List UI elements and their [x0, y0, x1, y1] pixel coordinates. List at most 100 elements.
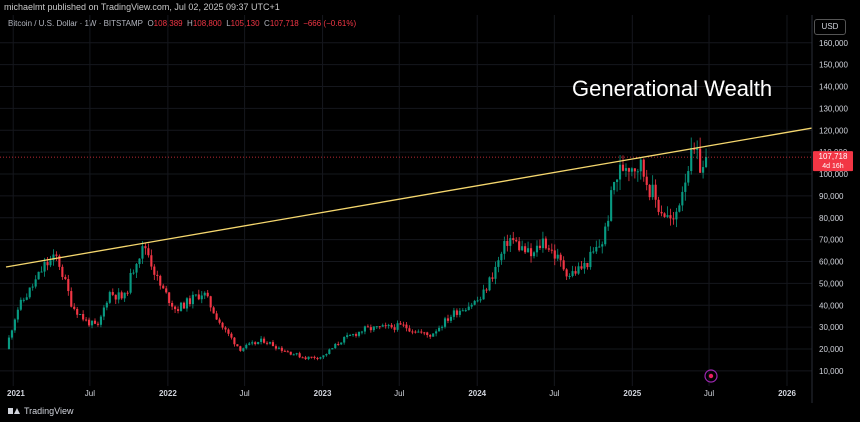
candle-body	[393, 327, 396, 330]
candle-body	[449, 316, 453, 321]
candle-body	[414, 331, 417, 333]
candle-body	[328, 349, 331, 354]
candle-body	[598, 246, 601, 248]
candle-body	[684, 182, 687, 192]
candle-body	[230, 333, 233, 338]
candle-body	[458, 310, 461, 315]
candle-body	[87, 319, 91, 326]
x-tick-label: 2022	[159, 389, 177, 398]
candle-body	[7, 337, 11, 349]
x-tick-label: 2024	[468, 389, 486, 398]
candle-body	[595, 246, 598, 252]
candle-body	[639, 159, 642, 172]
candle-body	[488, 277, 491, 291]
candle-body	[179, 302, 183, 311]
candle-body	[423, 332, 426, 334]
candle-body	[633, 168, 636, 172]
candle-body	[408, 328, 411, 332]
candle-body	[360, 331, 364, 333]
candle-body	[479, 299, 482, 301]
x-tick-label: Jul	[704, 389, 714, 398]
candle-body	[343, 336, 346, 343]
candle-body	[138, 258, 141, 265]
candle-body	[102, 307, 105, 317]
candle-body	[426, 332, 429, 336]
candle-body	[405, 324, 408, 329]
candle-body	[351, 334, 355, 336]
low-label: L	[226, 19, 231, 28]
candle-body	[446, 318, 450, 321]
candle-body	[618, 164, 622, 180]
candle-body	[298, 353, 301, 358]
candle-body	[19, 299, 22, 310]
grid-lines	[0, 15, 812, 386]
publish-bar: michaelmt published on TradingView.com, …	[0, 0, 860, 14]
candle-body	[144, 246, 147, 249]
tradingview-brand: TradingView	[8, 406, 74, 416]
candle-body	[218, 319, 221, 323]
candle-body	[443, 318, 447, 327]
candle-body	[268, 342, 272, 344]
event-marker[interactable]	[704, 369, 718, 383]
candle-body	[22, 299, 25, 301]
candle-body	[663, 213, 666, 217]
candle-body	[420, 331, 423, 333]
candle-body	[254, 342, 257, 345]
candle-body	[553, 250, 556, 259]
candle-body	[473, 300, 476, 305]
chart-annotation[interactable]: Generational Wealth	[572, 76, 773, 101]
candle-body	[577, 266, 580, 274]
y-tick-label: 90,000	[819, 192, 844, 201]
candle-body	[565, 269, 568, 277]
candle-body	[123, 292, 126, 299]
candle-body	[141, 246, 144, 259]
trendline[interactable]	[5, 127, 813, 268]
x-tick-label: Jul	[394, 389, 404, 398]
candle-body	[55, 254, 58, 256]
candle-body	[636, 171, 639, 173]
candle-body	[562, 260, 565, 270]
candle-body	[696, 148, 699, 150]
candle-body	[538, 245, 542, 249]
candle-body	[491, 277, 494, 279]
symbol-label[interactable]: Bitcoin / U.S. Dollar · 1W · BITSTAMP	[8, 19, 143, 28]
open-label: O	[147, 19, 154, 28]
candle-body	[357, 331, 361, 336]
candle-body	[280, 347, 283, 351]
candle-body	[690, 148, 693, 172]
candle-body	[271, 342, 275, 347]
candle-body	[675, 211, 678, 220]
candle-body	[372, 326, 375, 331]
candle-body	[31, 286, 34, 288]
candle-body	[49, 260, 52, 266]
candle-body	[556, 254, 559, 259]
candle-body	[467, 306, 470, 311]
candle-body	[242, 348, 245, 351]
footer-bar	[0, 404, 860, 422]
high-label: H	[187, 19, 193, 28]
candle-body	[387, 324, 390, 326]
candle-body	[411, 331, 414, 333]
candle-body	[660, 211, 663, 214]
candle-body	[384, 325, 387, 327]
candle-body	[76, 308, 79, 315]
candle-body	[224, 327, 227, 330]
candle-body	[319, 357, 322, 359]
candle-body	[346, 335, 349, 337]
current-price-tag: 107,718 4d 16h	[813, 151, 853, 172]
candle-body	[73, 306, 76, 309]
candle-body	[494, 266, 497, 279]
candle-body	[79, 314, 82, 316]
candle-body	[583, 262, 586, 269]
candle-body	[438, 327, 441, 332]
y-tick-label: 40,000	[819, 301, 844, 310]
y-tick-label: 70,000	[819, 236, 844, 245]
candle-body	[506, 241, 509, 246]
candle-body	[46, 262, 49, 266]
currency-button[interactable]: USD	[814, 19, 846, 35]
candle-body	[601, 244, 604, 247]
candle-body	[70, 291, 73, 307]
candle-body	[702, 167, 705, 173]
candle-body	[642, 159, 645, 177]
